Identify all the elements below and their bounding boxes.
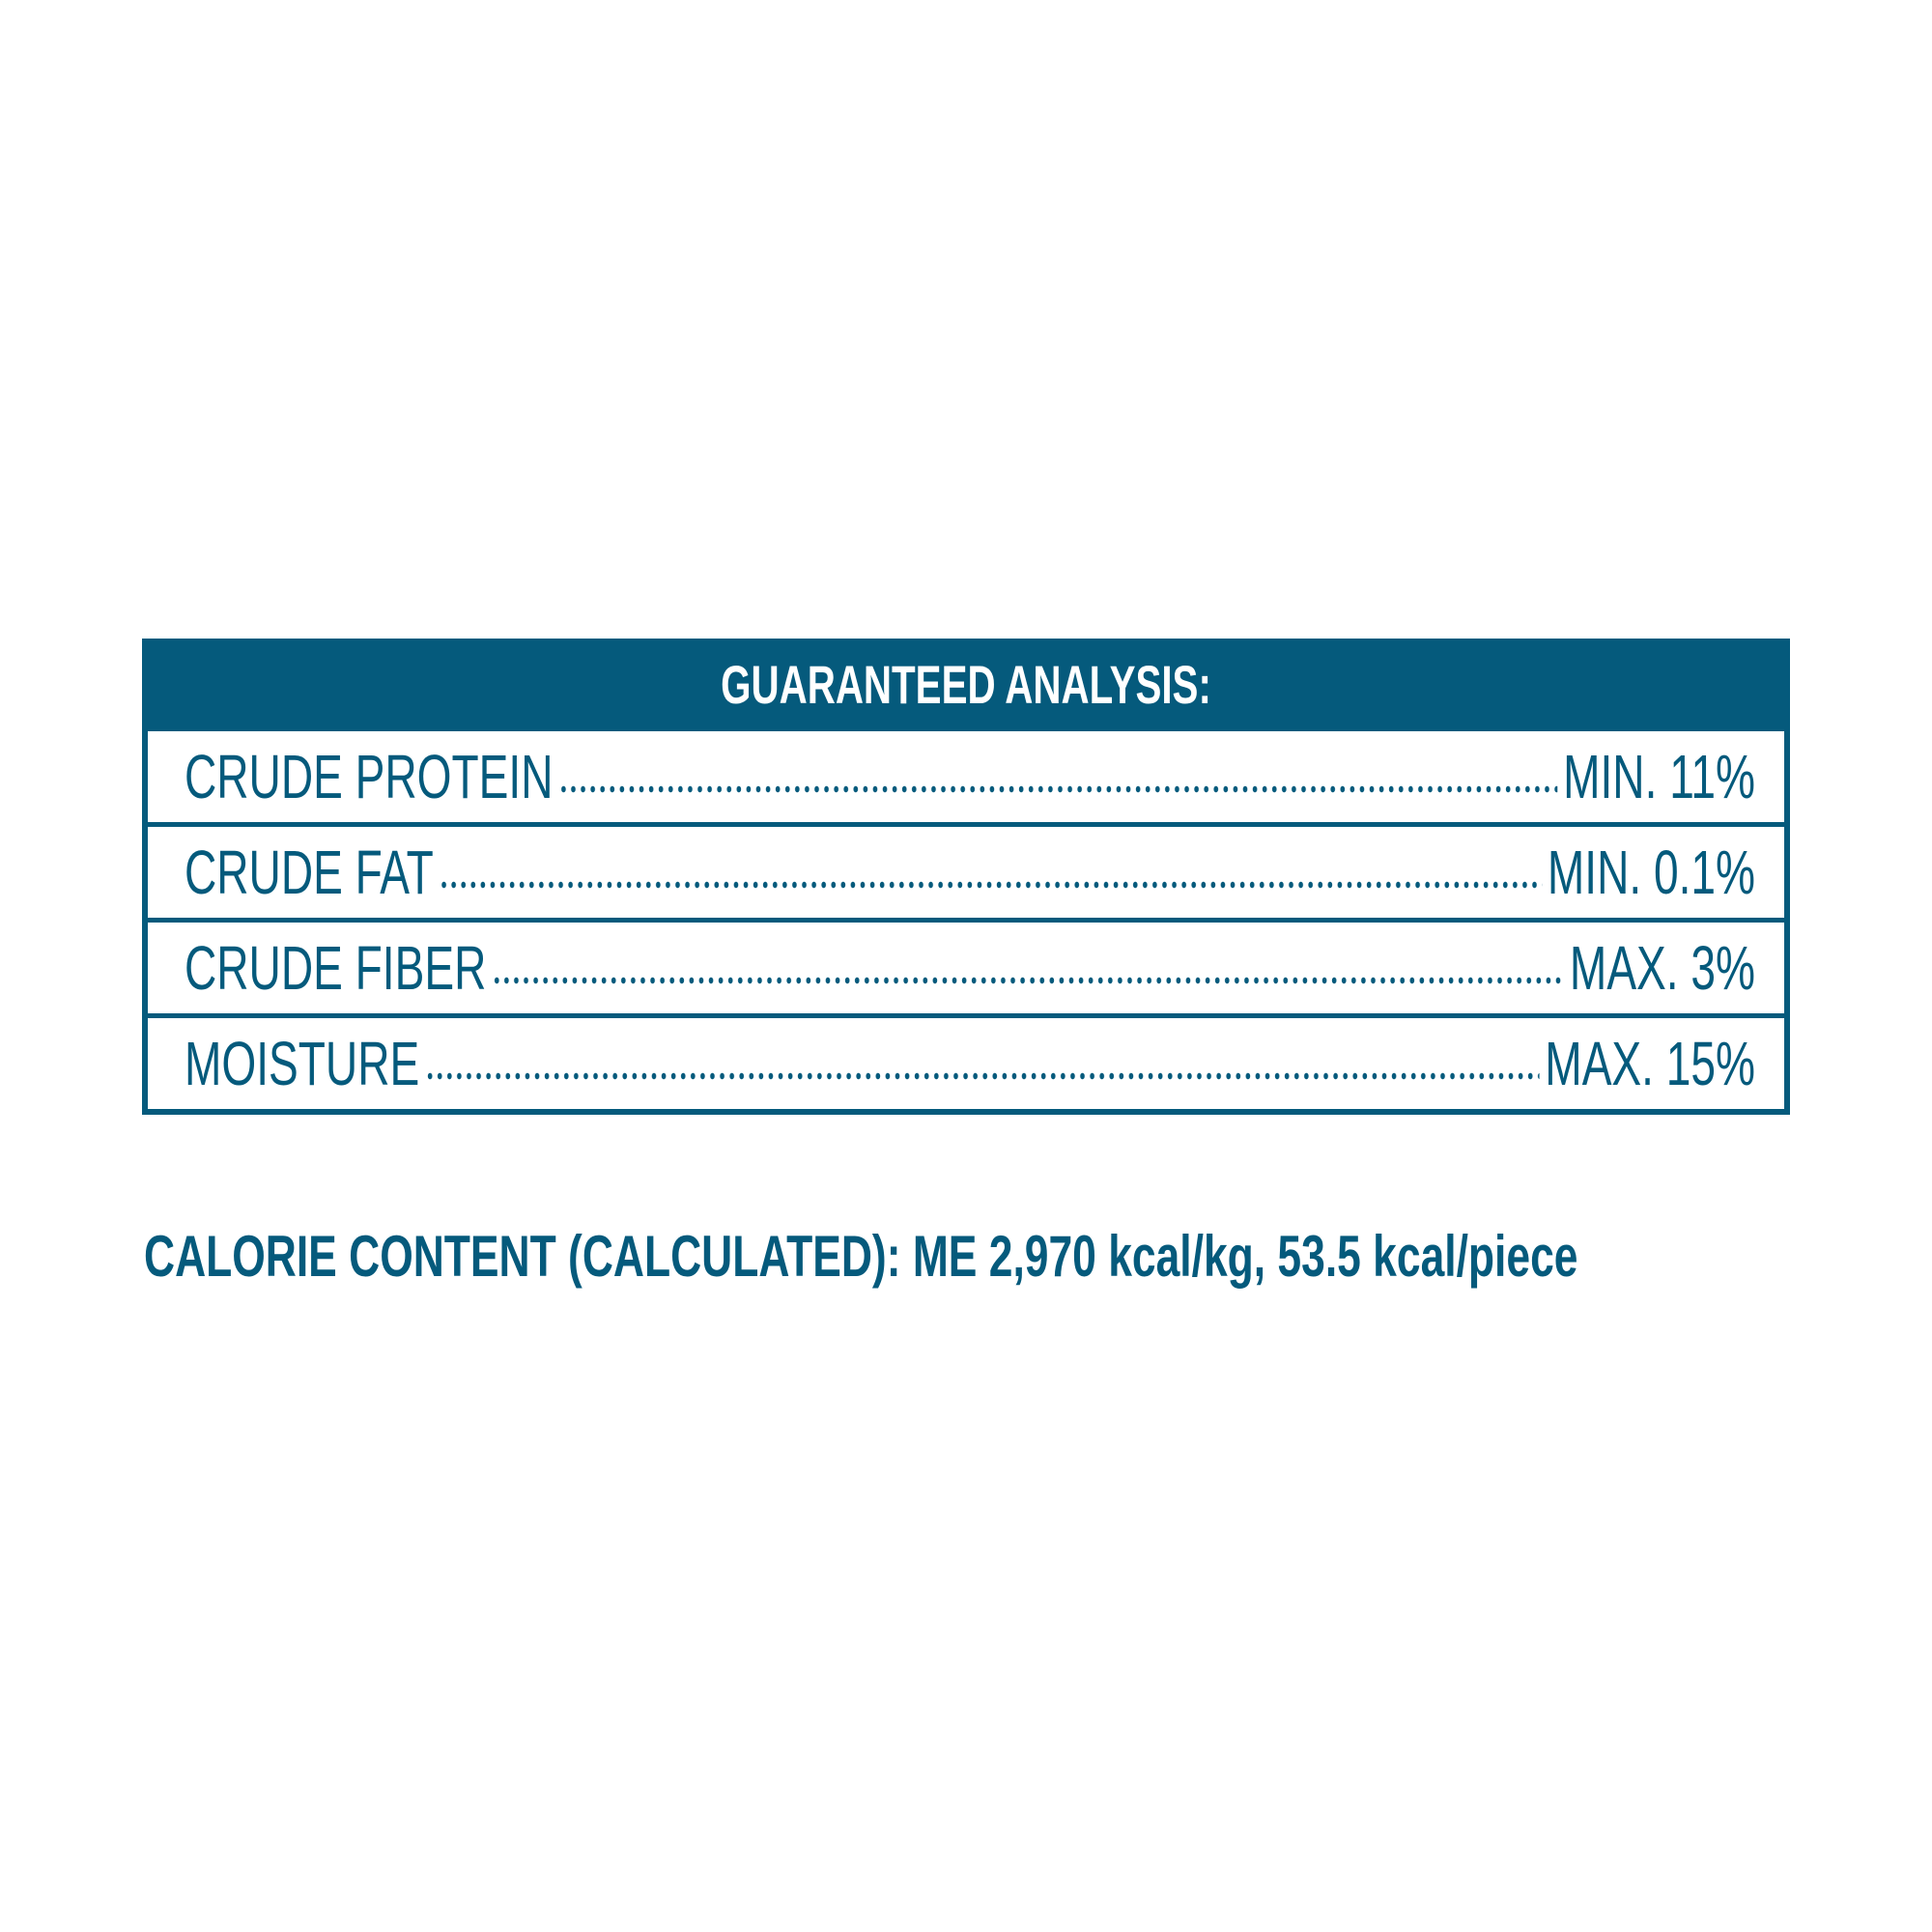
- table-row: CRUDE FAT MIN. 0.1%: [148, 827, 1784, 918]
- nutrient-value: MIN. 11%: [1563, 742, 1755, 811]
- table-row: MOISTURE MAX. 15%: [148, 1018, 1784, 1109]
- dot-leader: [424, 1071, 1540, 1081]
- nutrient-name: CRUDE FIBER: [185, 933, 487, 1003]
- table-row: CRUDE PROTEIN MIN. 11%: [148, 731, 1784, 822]
- nutrient-name: CRUDE FAT: [185, 838, 434, 907]
- calorie-content: CALORIE CONTENT (CALCULATED): ME 2,970 k…: [144, 1224, 1578, 1289]
- nutrient-value: MAX. 15%: [1545, 1029, 1755, 1098]
- dot-leader: [439, 880, 1543, 890]
- nutrient-name: CRUDE PROTEIN: [185, 742, 554, 811]
- row-content: CRUDE PROTEIN MIN. 11%: [185, 731, 1755, 822]
- dot-leader: [558, 784, 1558, 794]
- table-row: CRUDE FIBER MAX. 3%: [148, 923, 1784, 1013]
- analysis-table: GUARANTEED ANALYSIS: CRUDE PROTEIN MIN. 1…: [142, 639, 1790, 1115]
- row-content: CRUDE FIBER MAX. 3%: [185, 923, 1755, 1013]
- row-content: CRUDE FAT MIN. 0.1%: [185, 827, 1755, 918]
- header-title: GUARANTEED ANALYSIS:: [721, 654, 1211, 715]
- nutrient-value: MIN. 0.1%: [1547, 838, 1755, 907]
- row-content: MOISTURE MAX. 15%: [185, 1018, 1755, 1109]
- nutrient-name: MOISTURE: [185, 1029, 420, 1098]
- table-body: CRUDE PROTEIN MIN. 11% CRUDE FAT MIN. 0.1% C…: [148, 731, 1784, 1109]
- table-header: GUARANTEED ANALYSIS:: [148, 639, 1784, 731]
- nutrient-value: MAX. 3%: [1569, 933, 1755, 1003]
- dot-leader: [492, 976, 1565, 985]
